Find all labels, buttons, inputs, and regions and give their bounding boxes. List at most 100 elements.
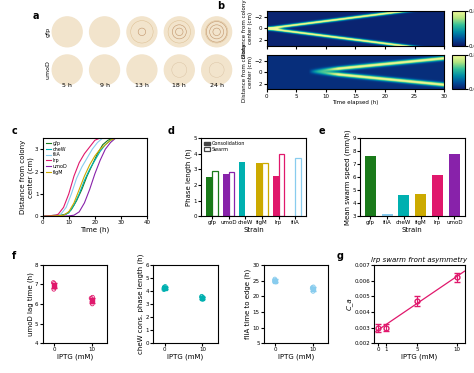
Point: [310, 284, 317, 290]
lrp: [144, 136, 150, 140]
Point: [162, 283, 169, 289]
umoD: [144, 136, 150, 140]
Line: flgM: flgM: [43, 138, 147, 216]
flgM: [76, 187, 82, 192]
X-axis label: Strain: Strain: [402, 227, 423, 233]
Line: lrp: lrp: [43, 138, 147, 216]
gfp: [144, 136, 150, 140]
Text: 5 h: 5 h: [62, 83, 72, 88]
gfp: [40, 214, 46, 219]
cheW: [53, 214, 59, 218]
X-axis label: Time (h): Time (h): [80, 227, 109, 233]
umoD: [71, 213, 77, 217]
X-axis label: Time elapsed (h): Time elapsed (h): [332, 100, 379, 105]
fliA: [74, 176, 80, 181]
gfp: [95, 151, 100, 156]
umoD: [82, 201, 87, 205]
flgM: [102, 142, 108, 147]
Text: b: b: [217, 1, 224, 12]
Point: [160, 287, 168, 293]
X-axis label: IPTG (mM): IPTG (mM): [167, 354, 203, 360]
Text: f: f: [12, 251, 16, 261]
lrp: [53, 213, 59, 217]
Bar: [262, 163, 268, 216]
Bar: [449, 154, 460, 256]
Point: [88, 299, 96, 305]
lrp: [61, 205, 66, 210]
Point: [310, 287, 317, 293]
gfp: [84, 174, 90, 178]
Point: [198, 296, 206, 302]
gfp: [58, 213, 64, 217]
Circle shape: [202, 17, 232, 47]
umoD: [76, 210, 82, 214]
Circle shape: [90, 17, 119, 47]
Point: [272, 279, 280, 285]
Point: [161, 284, 168, 290]
Line: cheW: cheW: [43, 138, 147, 216]
Point: [271, 277, 279, 283]
Bar: [415, 194, 426, 256]
Legend: Consolidation, Swarm: Consolidation, Swarm: [204, 141, 246, 152]
cheW: [76, 192, 82, 196]
gfp: [74, 198, 80, 203]
Y-axis label: Mean swarm speed (mm/h): Mean swarm speed (mm/h): [345, 129, 351, 225]
cheW: [40, 214, 46, 219]
fliA: [40, 214, 46, 219]
Point: [199, 297, 206, 303]
Y-axis label: Distance from colony
center (cm): Distance from colony center (cm): [242, 0, 253, 58]
cheW: [108, 138, 113, 142]
Y-axis label: cheW cons. phase length (h): cheW cons. phase length (h): [137, 254, 144, 354]
Text: a: a: [32, 11, 39, 21]
lrp: [66, 192, 72, 196]
lrp: [87, 145, 92, 149]
gfp: [131, 136, 137, 140]
lrp: [97, 136, 103, 140]
gfp: [53, 213, 59, 217]
Point: [160, 285, 168, 291]
Point: [272, 278, 279, 283]
fliA: [64, 205, 69, 210]
lrp: [71, 174, 77, 178]
Text: 24 h: 24 h: [210, 83, 224, 88]
lrp: [92, 138, 98, 142]
Circle shape: [52, 55, 82, 85]
Circle shape: [52, 17, 82, 47]
Point: [50, 280, 58, 286]
Circle shape: [164, 55, 194, 85]
Text: d: d: [168, 126, 175, 136]
Bar: [223, 174, 228, 216]
Bar: [273, 176, 279, 216]
flgM: [66, 210, 72, 214]
Text: umoD: umoD: [46, 60, 50, 79]
fliA: [105, 136, 111, 140]
Text: 9 h: 9 h: [100, 83, 109, 88]
cheW: [131, 136, 137, 140]
fliA: [53, 213, 59, 217]
Text: g: g: [337, 251, 343, 261]
gfp: [79, 187, 85, 192]
umoD: [102, 147, 108, 151]
Point: [200, 295, 207, 301]
X-axis label: IPTG (mM): IPTG (mM): [57, 354, 93, 360]
Y-axis label: Distance from colony
center (cm): Distance from colony center (cm): [20, 140, 34, 214]
Bar: [239, 162, 245, 216]
gfp: [69, 207, 74, 212]
flgM: [40, 214, 46, 219]
Y-axis label: umoD lag time (h): umoD lag time (h): [27, 272, 34, 336]
Bar: [432, 175, 443, 256]
Point: [309, 285, 316, 291]
fliA: [79, 165, 85, 169]
Bar: [256, 163, 262, 216]
flgM: [131, 136, 137, 140]
Point: [87, 295, 95, 301]
umoD: [131, 136, 137, 140]
lrp: [76, 160, 82, 165]
Point: [89, 301, 96, 307]
umoD: [92, 172, 98, 176]
Point: [50, 279, 57, 285]
umoD: [40, 214, 46, 219]
gfp: [90, 163, 95, 167]
flgM: [71, 201, 77, 205]
gfp: [64, 212, 69, 216]
